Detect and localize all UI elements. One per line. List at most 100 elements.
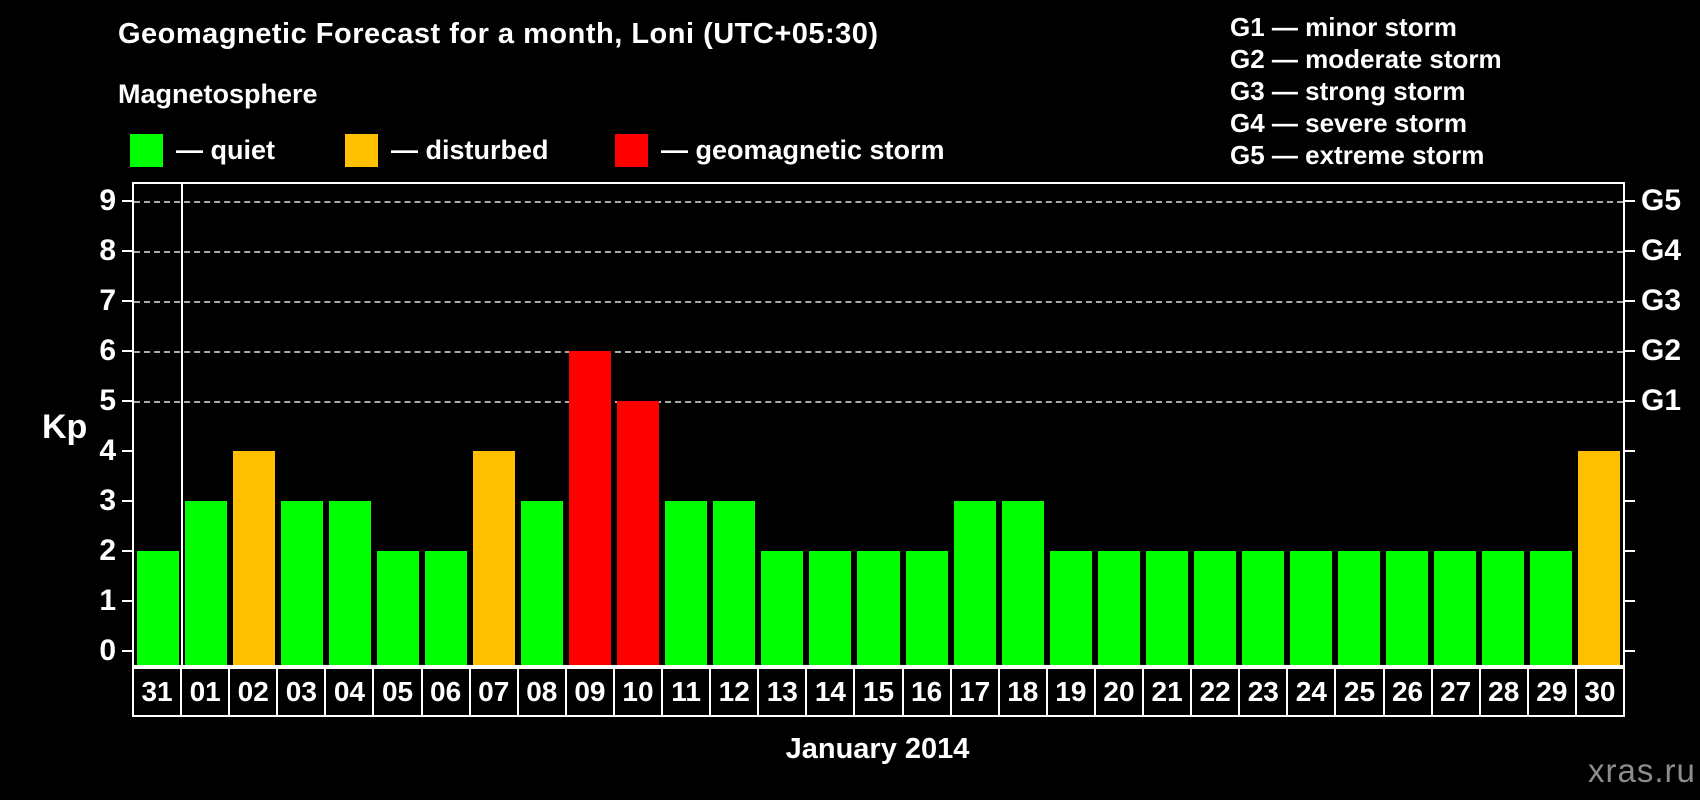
storm-scale-g3: G3 — strong storm bbox=[1230, 76, 1466, 106]
kp-bar-day-19 bbox=[1049, 551, 1092, 665]
kp-bar-day-28 bbox=[1481, 551, 1524, 665]
kp-bar-day-08 bbox=[521, 501, 564, 665]
y-axis-tick-left-7 bbox=[122, 300, 132, 302]
y-axis-tick-right-4 bbox=[1625, 450, 1635, 452]
y-axis-tick-label-5: 5 bbox=[99, 384, 116, 417]
x-axis-day-row: 31 01 02 03 04 05 06 07 08 09 10 11 12 13 14 15 16 17 18 19… bbox=[132, 667, 1625, 717]
day-cell-19: 19 bbox=[1045, 667, 1096, 717]
day-cell-03: 03 bbox=[276, 667, 327, 717]
y-axis-tick-right-6 bbox=[1625, 350, 1635, 352]
kp-bar-day-24 bbox=[1289, 551, 1332, 665]
kp-bar-day-31 bbox=[137, 551, 180, 665]
kp-bar-day-25 bbox=[1337, 551, 1380, 665]
gridline-kp-6 bbox=[134, 351, 1623, 353]
day-cell-09: 09 bbox=[564, 667, 615, 717]
right-axis-label-g3: G3 bbox=[1641, 284, 1682, 317]
gridline-kp-7 bbox=[134, 301, 1623, 303]
right-axis-label-g1: G1 bbox=[1641, 384, 1682, 417]
kp-bar-day-14 bbox=[809, 551, 852, 665]
day-cell-01: 01 bbox=[180, 667, 231, 717]
right-axis-label-g5: G5 bbox=[1641, 184, 1682, 217]
y-axis-tick-label-8: 8 bbox=[99, 234, 116, 267]
kp-bar-day-26 bbox=[1385, 551, 1428, 665]
day-cell-18: 18 bbox=[997, 667, 1048, 717]
day-cell-11: 11 bbox=[661, 667, 712, 717]
day-cell-06: 06 bbox=[420, 667, 471, 717]
day-cell-10: 10 bbox=[612, 667, 664, 717]
y-axis-tick-left-2 bbox=[122, 550, 132, 552]
storm-scale-g4: G4 — severe storm bbox=[1230, 108, 1468, 138]
kp-bar-day-29 bbox=[1529, 551, 1572, 665]
kp-bar-day-05 bbox=[377, 551, 420, 665]
kp-bar-day-06 bbox=[425, 551, 468, 665]
storm-scale-g5: G5 — extreme storm bbox=[1230, 140, 1485, 170]
day-cell-22: 22 bbox=[1190, 667, 1241, 717]
disturbed-color-swatch bbox=[345, 133, 378, 167]
y-axis-tick-left-3 bbox=[122, 500, 132, 502]
day-cell-07: 07 bbox=[468, 667, 519, 717]
kp-bar-day-18 bbox=[1001, 501, 1044, 665]
day-cell-02: 02 bbox=[228, 667, 279, 717]
kp-bar-day-16 bbox=[905, 551, 948, 665]
y-axis-tick-left-1 bbox=[122, 600, 132, 602]
storm-scale-g1: G1 — minor storm bbox=[1230, 12, 1457, 42]
quiet-color-swatch bbox=[130, 133, 163, 167]
right-axis-label-g2: G2 bbox=[1641, 334, 1682, 367]
kp-bar-day-22 bbox=[1193, 551, 1236, 665]
y-axis-tick-right-7 bbox=[1625, 300, 1635, 302]
day-cell-05: 05 bbox=[372, 667, 423, 717]
day-cell-31: 31 bbox=[132, 667, 183, 717]
y-axis-tick-right-1 bbox=[1625, 600, 1635, 602]
day-cell-17: 17 bbox=[949, 667, 1000, 717]
y-axis-title: Kp bbox=[42, 408, 88, 446]
day-cell-26: 26 bbox=[1382, 667, 1433, 717]
kp-bar-day-11 bbox=[665, 501, 708, 665]
y-axis-tick-left-9 bbox=[122, 200, 132, 202]
legend-label-disturbed: — disturbed bbox=[391, 134, 549, 165]
legend-label-storm: — geomagnetic storm bbox=[661, 134, 945, 165]
day-cell-08: 08 bbox=[516, 667, 567, 717]
legend-item-storm: — geomagnetic storm bbox=[615, 133, 945, 167]
kp-bar-day-04 bbox=[329, 501, 372, 665]
y-axis-tick-left-4 bbox=[122, 450, 132, 452]
day-cell-24: 24 bbox=[1286, 667, 1337, 717]
y-axis-tick-label-0: 0 bbox=[99, 634, 116, 667]
y-axis-tick-left-0 bbox=[122, 650, 132, 652]
day-cell-14: 14 bbox=[805, 667, 856, 717]
day-cell-25: 25 bbox=[1334, 667, 1385, 717]
day-cell-15: 15 bbox=[853, 667, 904, 717]
y-axis-tick-label-6: 6 bbox=[99, 334, 116, 367]
kp-bar-day-07 bbox=[473, 451, 516, 665]
storm-scale-legend: G1 — minor storm G2 — moderate storm G3 … bbox=[1230, 11, 1502, 171]
y-axis-tick-right-2 bbox=[1625, 550, 1635, 552]
y-axis-tick-right-3 bbox=[1625, 500, 1635, 502]
y-axis-tick-right-0 bbox=[1625, 650, 1635, 652]
day-cell-27: 27 bbox=[1430, 667, 1481, 717]
legend-item-disturbed: — disturbed bbox=[345, 133, 549, 167]
day-cell-29: 29 bbox=[1526, 667, 1577, 717]
day-cell-16: 16 bbox=[901, 667, 952, 717]
day-cell-20: 20 bbox=[1093, 667, 1145, 717]
y-axis-tick-label-9: 9 bbox=[99, 184, 116, 217]
kp-bar-day-27 bbox=[1433, 551, 1476, 665]
kp-bar-day-12 bbox=[713, 501, 756, 665]
kp-bar-day-30 bbox=[1577, 451, 1620, 665]
right-axis-label-g4: G4 bbox=[1641, 234, 1682, 267]
kp-bar-day-03 bbox=[281, 501, 324, 665]
y-axis-tick-right-9 bbox=[1625, 200, 1635, 202]
gridline-kp-8 bbox=[134, 251, 1623, 253]
x-axis-title: January 2014 bbox=[785, 733, 970, 765]
storm-color-swatch bbox=[615, 133, 648, 167]
kp-bar-day-23 bbox=[1241, 551, 1284, 665]
gridline-kp-9 bbox=[134, 201, 1623, 203]
y-axis-tick-left-5 bbox=[122, 400, 132, 402]
kp-bar-day-01 bbox=[185, 501, 228, 665]
kp-bar-day-02 bbox=[233, 451, 276, 665]
plot-area bbox=[132, 182, 1625, 667]
day-cell-21: 21 bbox=[1142, 667, 1193, 717]
y-axis-tick-left-8 bbox=[122, 250, 132, 252]
y-axis-tick-left-6 bbox=[122, 350, 132, 352]
day-cell-23: 23 bbox=[1238, 667, 1289, 717]
kp-bar-day-21 bbox=[1145, 551, 1188, 665]
